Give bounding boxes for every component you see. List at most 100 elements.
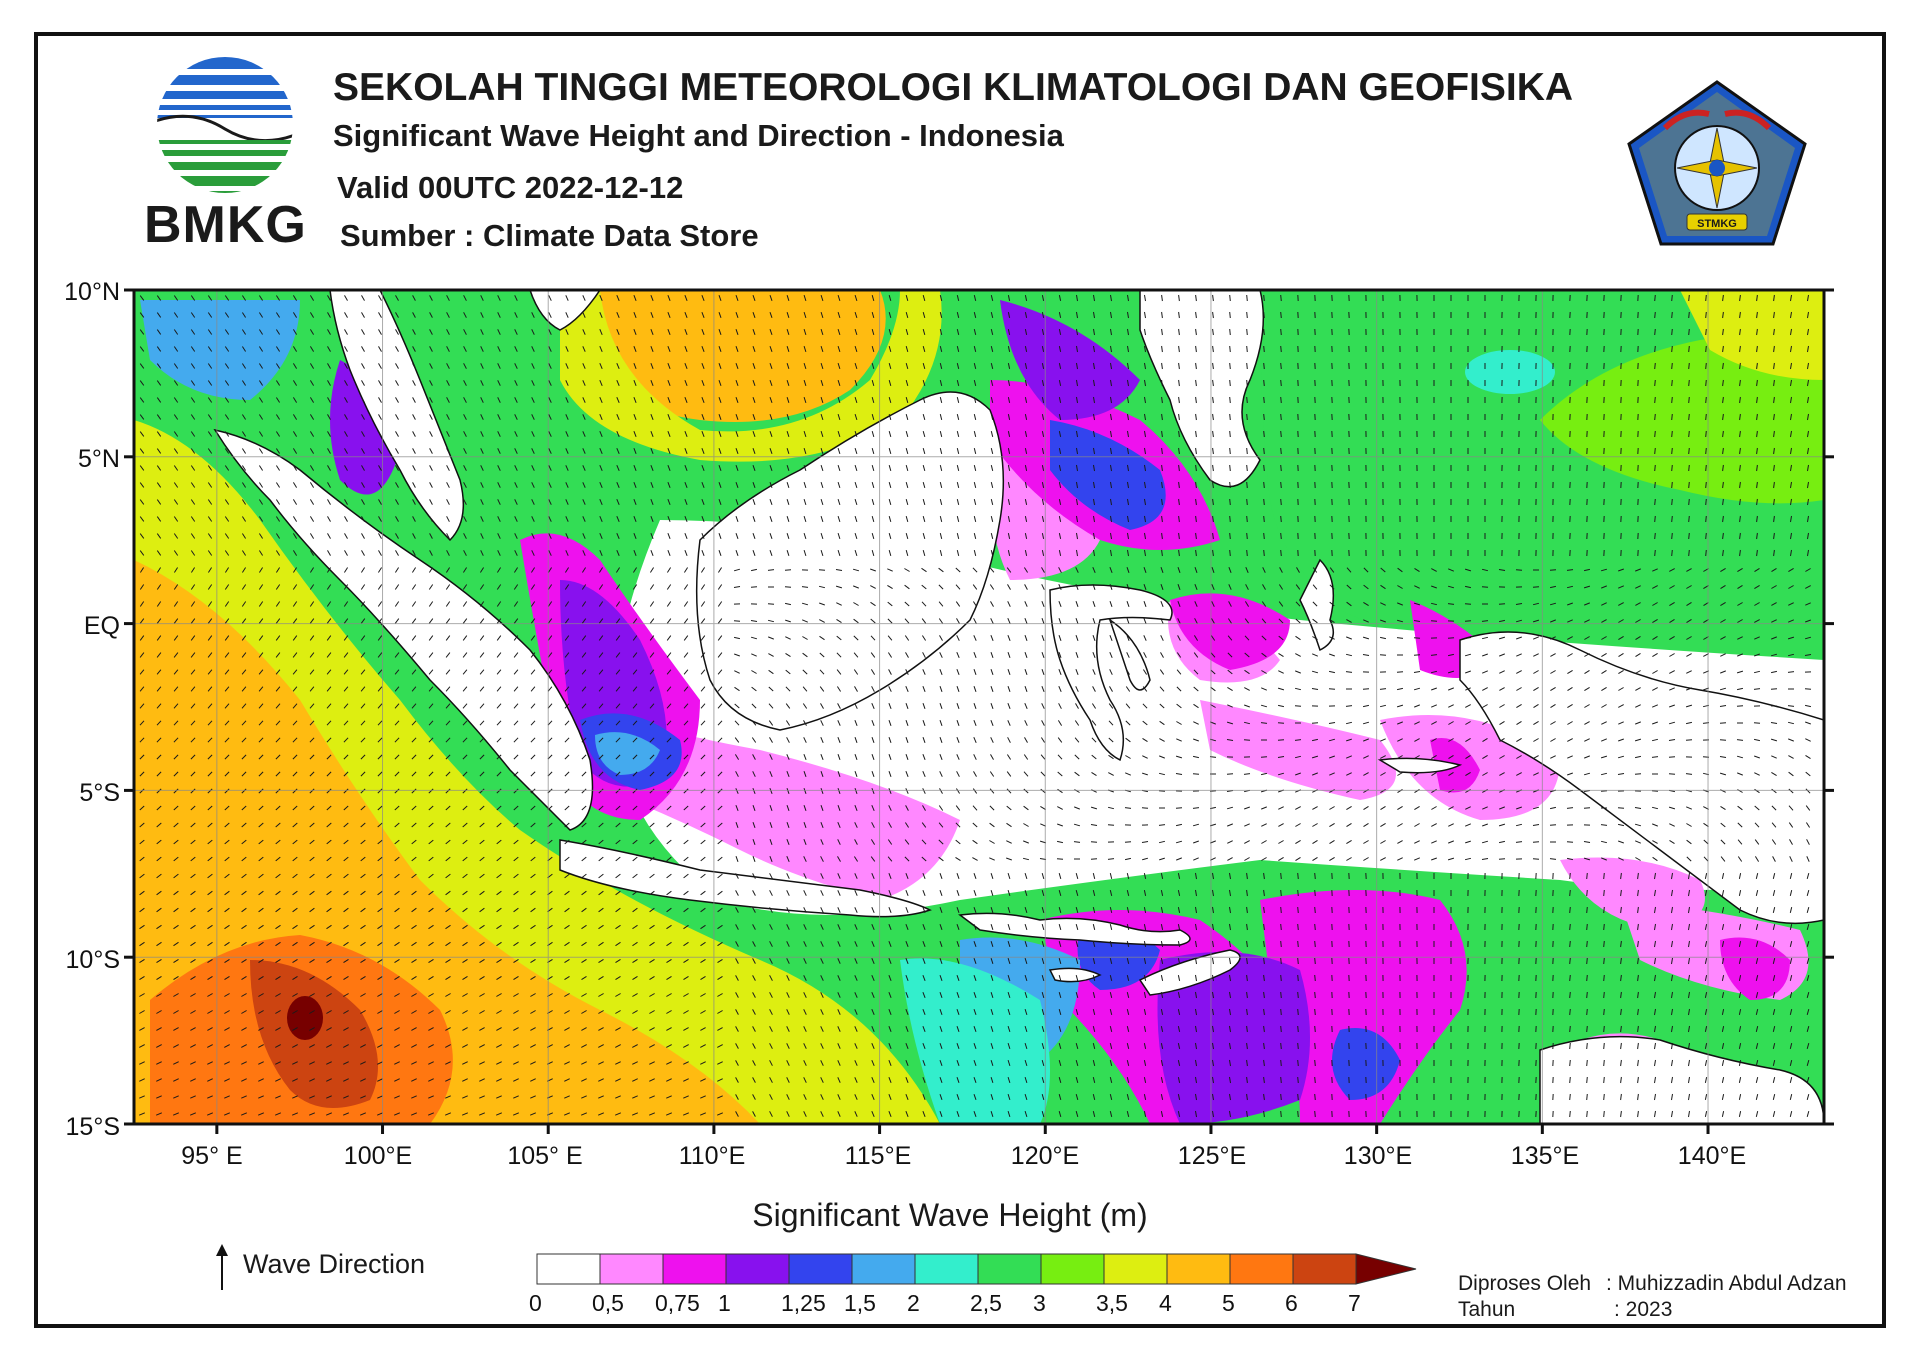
wave-arrow [1007, 515, 1011, 523]
wave-arrow [1127, 481, 1129, 489]
wave-arrow [820, 532, 824, 540]
wave-arrow [599, 550, 603, 556]
wave-arrow [1278, 584, 1284, 590]
wave-arrow [548, 482, 552, 488]
wave-arrow [1091, 737, 1097, 743]
wave-arrow [378, 329, 382, 335]
wave-arrow [207, 1095, 213, 1099]
wave-arrow [156, 448, 162, 454]
wave-arrow [1637, 957, 1639, 965]
wave-arrow [1024, 889, 1028, 897]
wave-arrow [990, 328, 994, 336]
wave-arrow [1807, 549, 1809, 557]
wave-arrow [785, 652, 791, 658]
wave-arrow [1736, 670, 1744, 674]
lon-label-130e: 130°E [1343, 1142, 1413, 1170]
wave-arrow [429, 397, 433, 403]
wave-arrow [1654, 957, 1656, 965]
wave-arrow [275, 1027, 281, 1031]
wave-arrow [1110, 328, 1112, 336]
wave-arrow [1261, 857, 1267, 861]
wave-arrow [1738, 957, 1742, 965]
wave-arrow [633, 499, 637, 505]
wave-arrow [717, 907, 723, 913]
wave-arrow [1195, 379, 1197, 387]
wave-arrow [531, 329, 535, 335]
wave-arrow [888, 737, 892, 743]
wave-arrow [1277, 756, 1285, 758]
wave-arrow [292, 839, 298, 845]
wave-arrow [956, 924, 960, 930]
wave-arrow [1261, 618, 1267, 624]
wave-arrow [735, 822, 739, 828]
wave-arrow [1754, 636, 1760, 640]
wave-arrow [786, 1009, 790, 1015]
wave-arrow [360, 754, 366, 760]
wave-arrow [156, 924, 162, 930]
wave-arrow [258, 448, 264, 454]
wave-arrow [156, 856, 162, 862]
wave-arrow [871, 771, 875, 777]
wave-arrow [1770, 653, 1778, 657]
wave-arrow [173, 397, 179, 403]
wave-arrow [633, 448, 637, 454]
wave-arrow [1601, 738, 1607, 742]
wave-arrow [1006, 805, 1012, 811]
wave-arrow [1127, 430, 1129, 438]
wave-arrow [1431, 687, 1437, 691]
wave-arrow [1754, 788, 1760, 794]
wave-arrow [1297, 906, 1299, 914]
wave-arrow [224, 873, 230, 879]
wave-arrow [309, 805, 315, 811]
wave-arrow [361, 295, 365, 301]
wave-arrow [1007, 345, 1011, 353]
wave-arrow [1041, 396, 1045, 404]
wave-arrow [275, 856, 281, 862]
wave-arrow [837, 396, 841, 404]
wave-arrow [666, 1061, 672, 1065]
wave-arrow [241, 1044, 247, 1048]
wave-arrow [1448, 771, 1454, 777]
wave-arrow [871, 975, 875, 981]
wave-arrow [1092, 584, 1096, 590]
wave-arrow [207, 448, 213, 454]
wave-arrow [1279, 567, 1283, 573]
wave-arrow [190, 414, 196, 420]
wave-arrow [377, 924, 383, 930]
wave-arrow [701, 312, 705, 318]
wave-arrow [412, 414, 416, 420]
wave-arrow [513, 601, 519, 607]
wave-arrow [1620, 1025, 1622, 1033]
wave-arrow [173, 601, 179, 607]
wave-arrow [428, 839, 434, 845]
wave-arrow [1161, 464, 1163, 472]
wave-arrow [1246, 940, 1248, 948]
wave-arrow [1788, 738, 1794, 742]
wave-arrow [548, 346, 552, 352]
wave-arrow [344, 414, 348, 420]
wave-arrow [1773, 345, 1775, 353]
wave-arrow [752, 992, 756, 998]
wave-arrow [360, 805, 366, 811]
wave-arrow [1246, 549, 1248, 557]
wave-arrow [139, 890, 145, 896]
wave-arrow [530, 584, 536, 590]
wave-arrow [582, 363, 586, 369]
wave-arrow [1075, 686, 1079, 692]
wave-arrow [735, 958, 739, 964]
wave-arrow [1195, 345, 1197, 353]
wave-arrow [752, 873, 756, 879]
wave-arrow [1756, 328, 1758, 336]
wave-arrow [1125, 703, 1131, 709]
wave-arrow [1126, 1076, 1130, 1084]
processed-label: Diproses Oleh [1458, 1272, 1592, 1295]
wave-arrow [462, 856, 468, 862]
lat-label-10s: 10°S [65, 946, 120, 974]
wave-arrow [1007, 1076, 1011, 1084]
wave-arrow [292, 533, 298, 539]
wave-arrow [1771, 805, 1777, 811]
wave-arrow [343, 856, 349, 862]
wave-arrow [1126, 940, 1130, 948]
wave-arrow [956, 771, 960, 777]
wave-arrow [939, 669, 943, 675]
